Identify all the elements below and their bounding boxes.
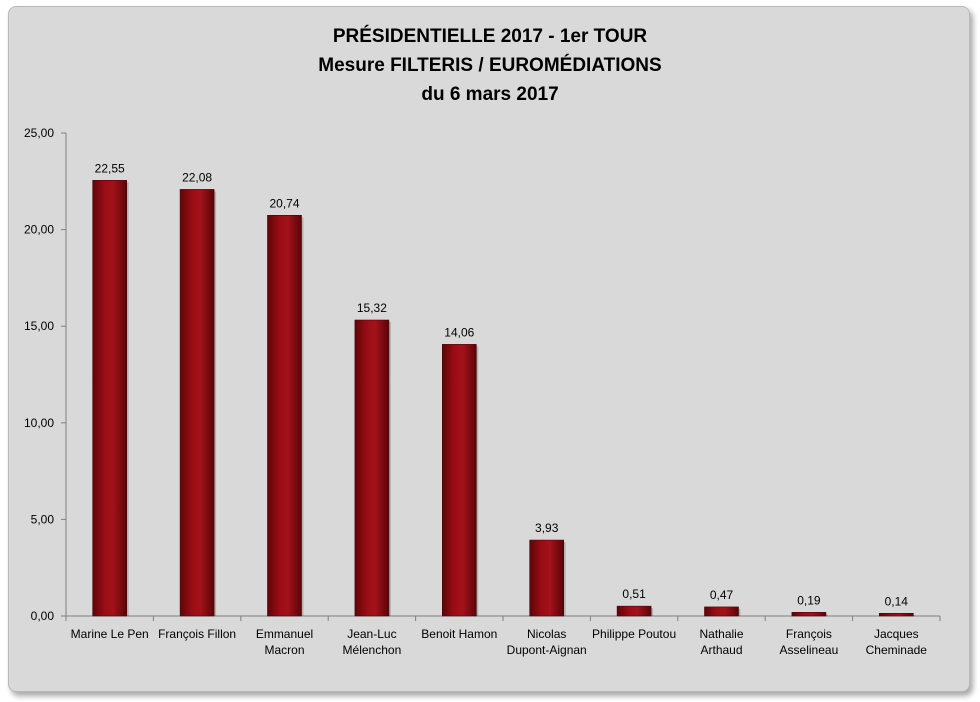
x-category-label: Dupont-Aignan xyxy=(507,643,587,657)
bar-value-label: 15,32 xyxy=(357,301,387,315)
x-category-label: Mélenchon xyxy=(343,643,402,657)
chart-frame xyxy=(8,6,970,692)
bar xyxy=(441,344,477,617)
x-category-label: François xyxy=(786,627,832,641)
y-tick-label: 0,00 xyxy=(31,609,55,623)
bar xyxy=(267,215,302,617)
y-tick-label: 15,00 xyxy=(24,319,54,333)
bar xyxy=(179,189,215,617)
x-category-label: Benoit Hamon xyxy=(421,627,497,641)
bars xyxy=(92,180,916,617)
x-category-label: Arthaud xyxy=(700,643,742,657)
chart-title-line-2: Mesure FILTERIS / EUROMÉDIATIONS xyxy=(318,55,662,76)
x-category-label: Nicolas xyxy=(527,627,566,641)
chart-title-line-1: PRÉSIDENTIELLE 2017 - 1er TOUR xyxy=(332,26,648,47)
bar xyxy=(529,539,565,617)
x-category-label: Jean-Luc xyxy=(347,627,396,641)
bar-value-label: 0,14 xyxy=(885,594,909,608)
bar-value-label: 3,93 xyxy=(535,521,559,535)
x-category-label: Jacques xyxy=(874,627,919,641)
y-tick-label: 10,00 xyxy=(24,416,54,430)
bar xyxy=(354,319,390,617)
x-category-label: Macron xyxy=(264,643,304,657)
labels: 22,55 Marine Le Pen 22,08 François Fillon 20… xyxy=(71,161,928,657)
bar xyxy=(616,605,652,617)
x-category-label: Nathalie xyxy=(699,627,743,641)
chart-title-line-3: du 6 mars 2017 xyxy=(421,84,559,105)
axes: 0,00 5,00 10,00 15,00 20,00 25,00 xyxy=(24,126,941,623)
x-category-label: François Fillon xyxy=(158,627,236,641)
bar-value-label: 0,51 xyxy=(622,587,646,601)
y-tick-label: 5,00 xyxy=(31,512,55,526)
bar-value-label: 0,19 xyxy=(797,593,821,607)
x-category-label: Philippe Poutou xyxy=(592,627,676,641)
bar xyxy=(92,180,127,617)
chart-title: PRÉSIDENTIELLE 2017 - 1er TOUR Mesure FI… xyxy=(0,22,980,109)
bar xyxy=(704,606,739,617)
x-category-label: Cheminade xyxy=(866,643,928,657)
x-category-label: Marine Le Pen xyxy=(71,627,149,641)
bar-value-label: 0,47 xyxy=(710,588,734,602)
bar-value-label: 22,08 xyxy=(182,170,212,184)
x-category-label: Asselineau xyxy=(780,643,839,657)
bar-value-label: 14,06 xyxy=(444,325,474,339)
y-tick-label: 25,00 xyxy=(24,126,54,140)
bar-value-label: 20,74 xyxy=(269,196,299,210)
bar xyxy=(878,612,914,617)
bar xyxy=(791,612,827,617)
bar-value-label: 22,55 xyxy=(95,161,125,175)
y-tick-label: 20,00 xyxy=(24,223,54,237)
x-category-label: Emmanuel xyxy=(256,627,313,641)
